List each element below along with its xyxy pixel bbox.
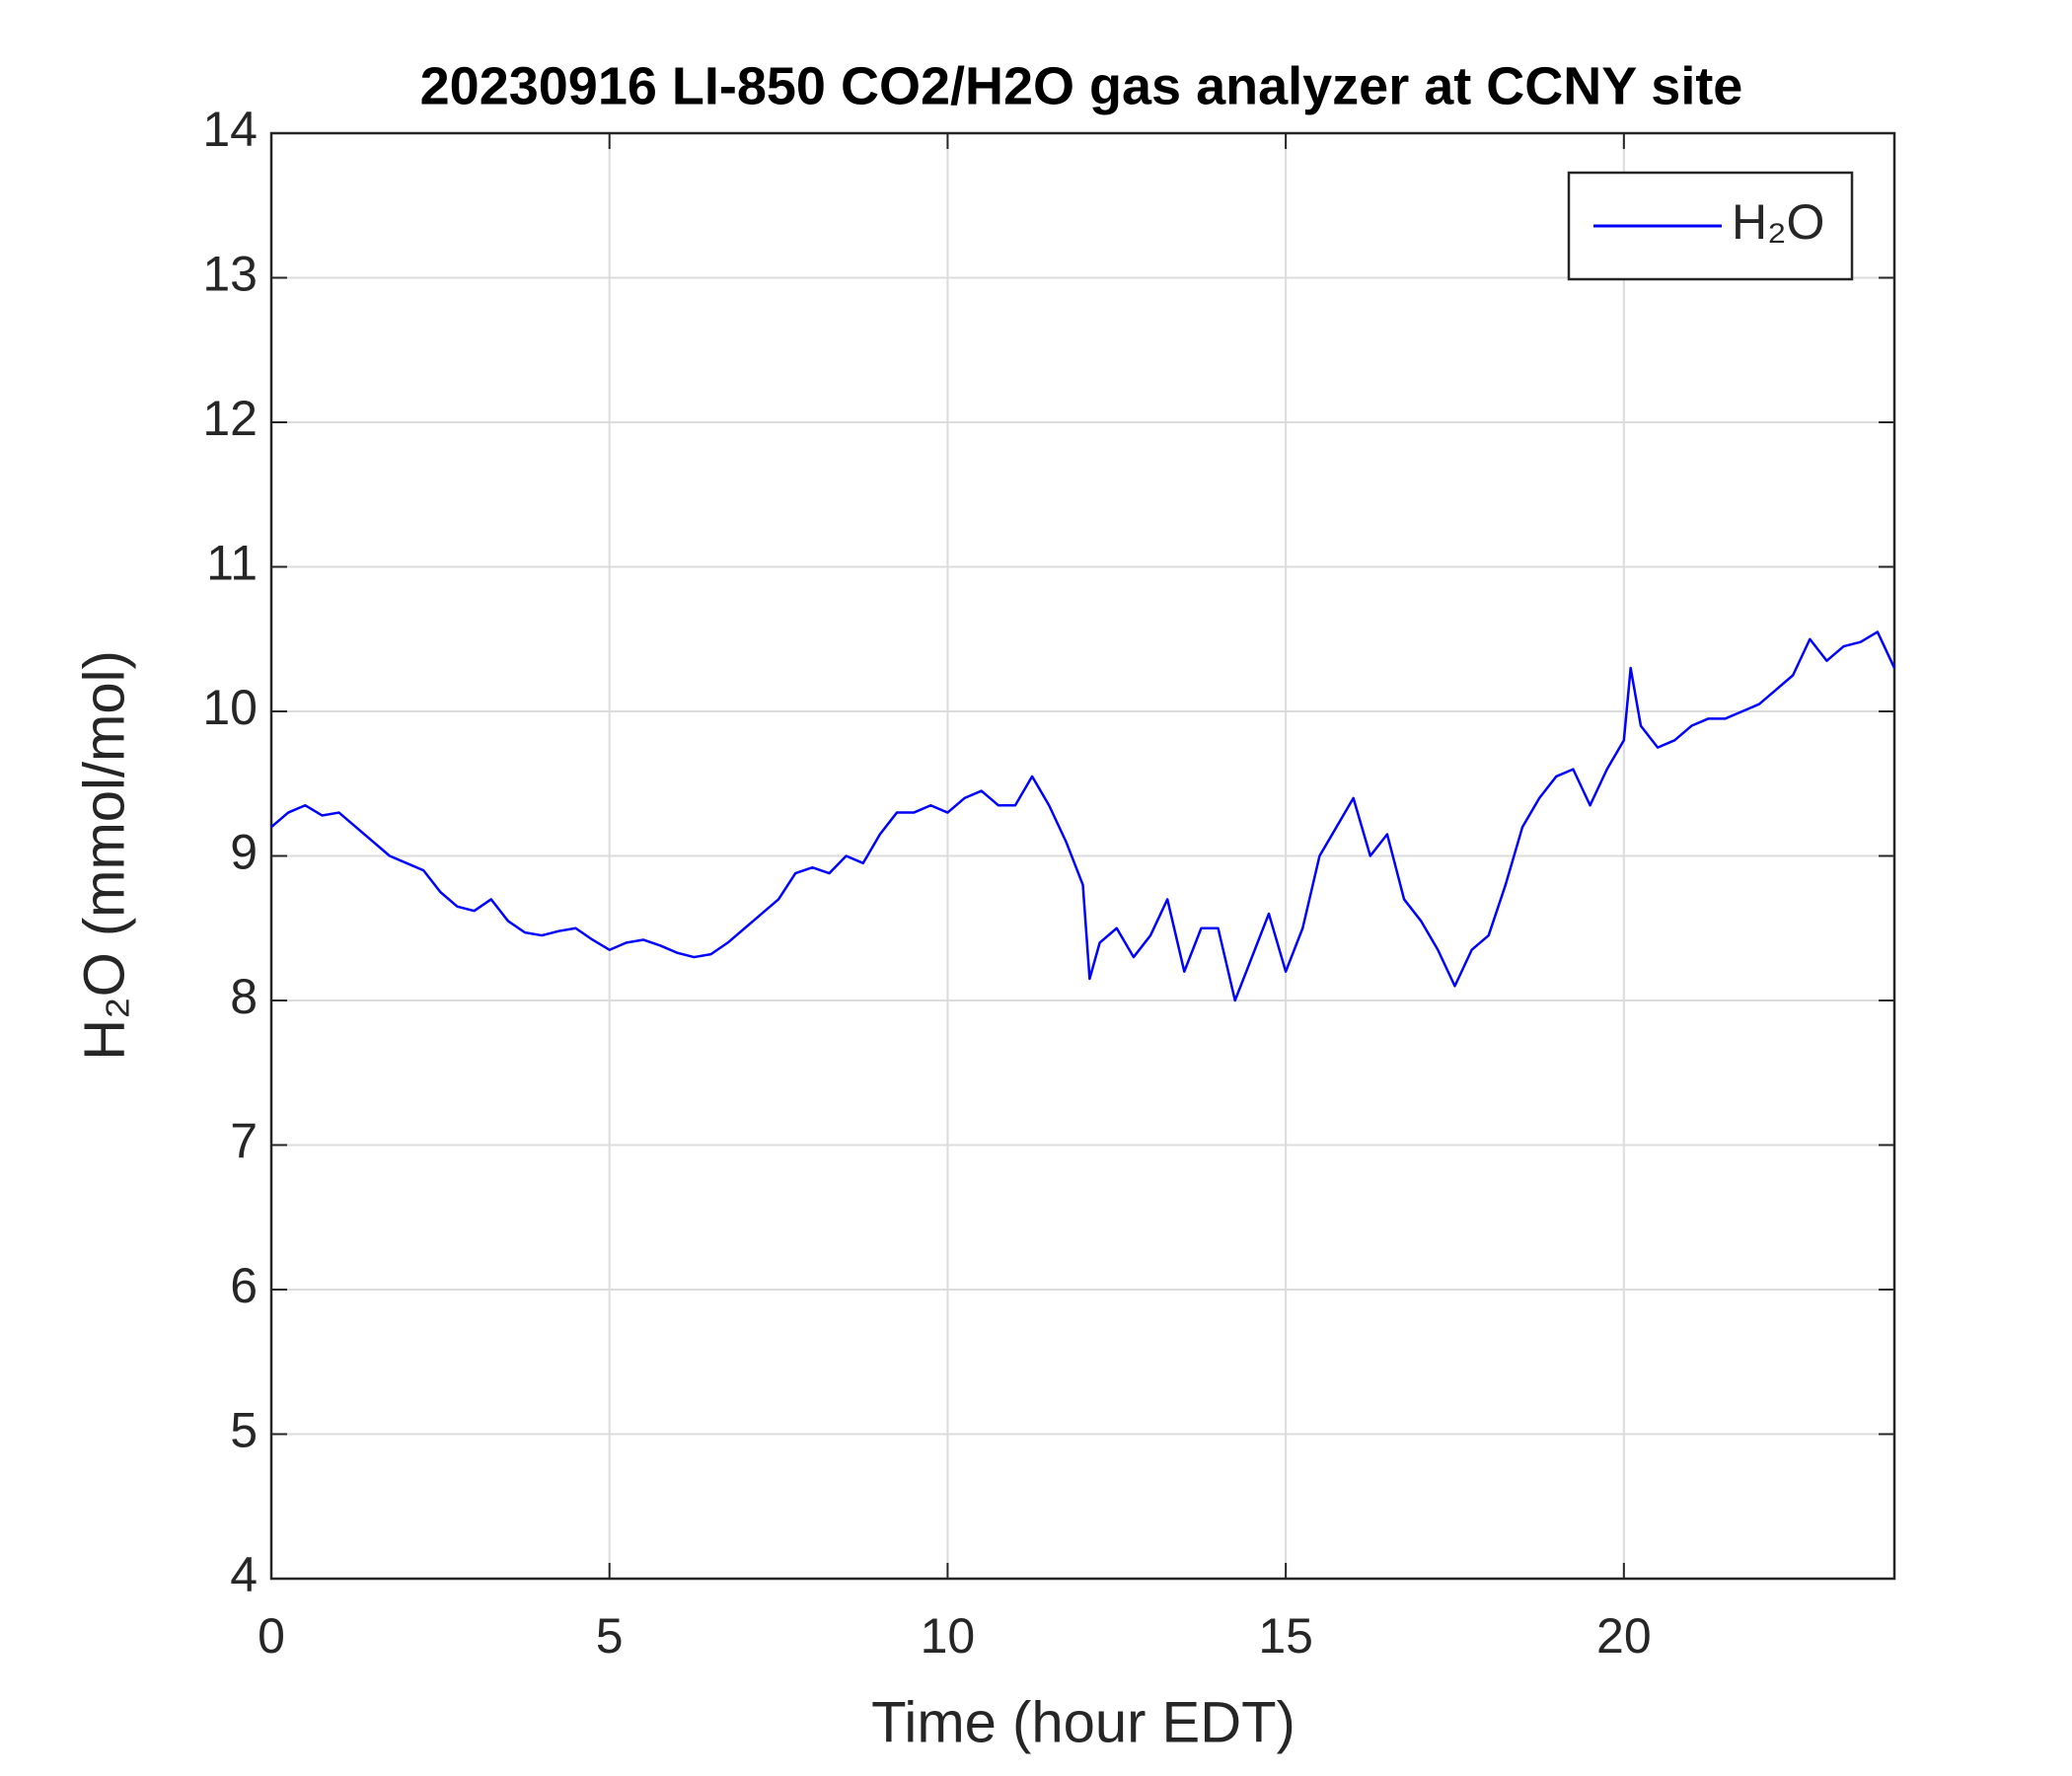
- x-tick-label: 10: [921, 1608, 976, 1664]
- plot-frame: [269, 131, 1896, 1581]
- x-tick-label: 20: [1596, 1608, 1652, 1664]
- chart-title: 20230916 LI-850 CO2/H2O gas analyzer at …: [420, 56, 1743, 115]
- y-tick-label: 8: [230, 969, 258, 1024]
- y-tick-label: 14: [202, 102, 258, 157]
- data-line: [270, 630, 1896, 1002]
- x-tick-label: 0: [258, 1608, 285, 1664]
- x-tick-label: 15: [1258, 1608, 1313, 1664]
- y-tick-label: 12: [202, 391, 258, 446]
- y-tick-label: 10: [202, 680, 258, 735]
- y-tick-label: 11: [206, 536, 258, 591]
- y-tick-label: 7: [230, 1114, 258, 1169]
- x-axis-label: Time (hour EDT): [871, 1690, 1295, 1754]
- y-axis-label: H₂O (mmol/mol): [72, 650, 136, 1061]
- y-tick-label: 9: [230, 825, 258, 880]
- legend-label: H₂O: [1732, 194, 1824, 250]
- y-tick-label: 4: [230, 1547, 258, 1602]
- x-tick-label: 5: [596, 1608, 624, 1664]
- y-tick-label: 5: [230, 1403, 258, 1458]
- y-tick-label: 6: [230, 1258, 258, 1313]
- y-tick-label: 13: [202, 247, 258, 302]
